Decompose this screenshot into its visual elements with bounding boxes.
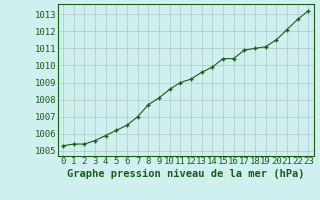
X-axis label: Graphe pression niveau de la mer (hPa): Graphe pression niveau de la mer (hPa) xyxy=(67,169,304,179)
